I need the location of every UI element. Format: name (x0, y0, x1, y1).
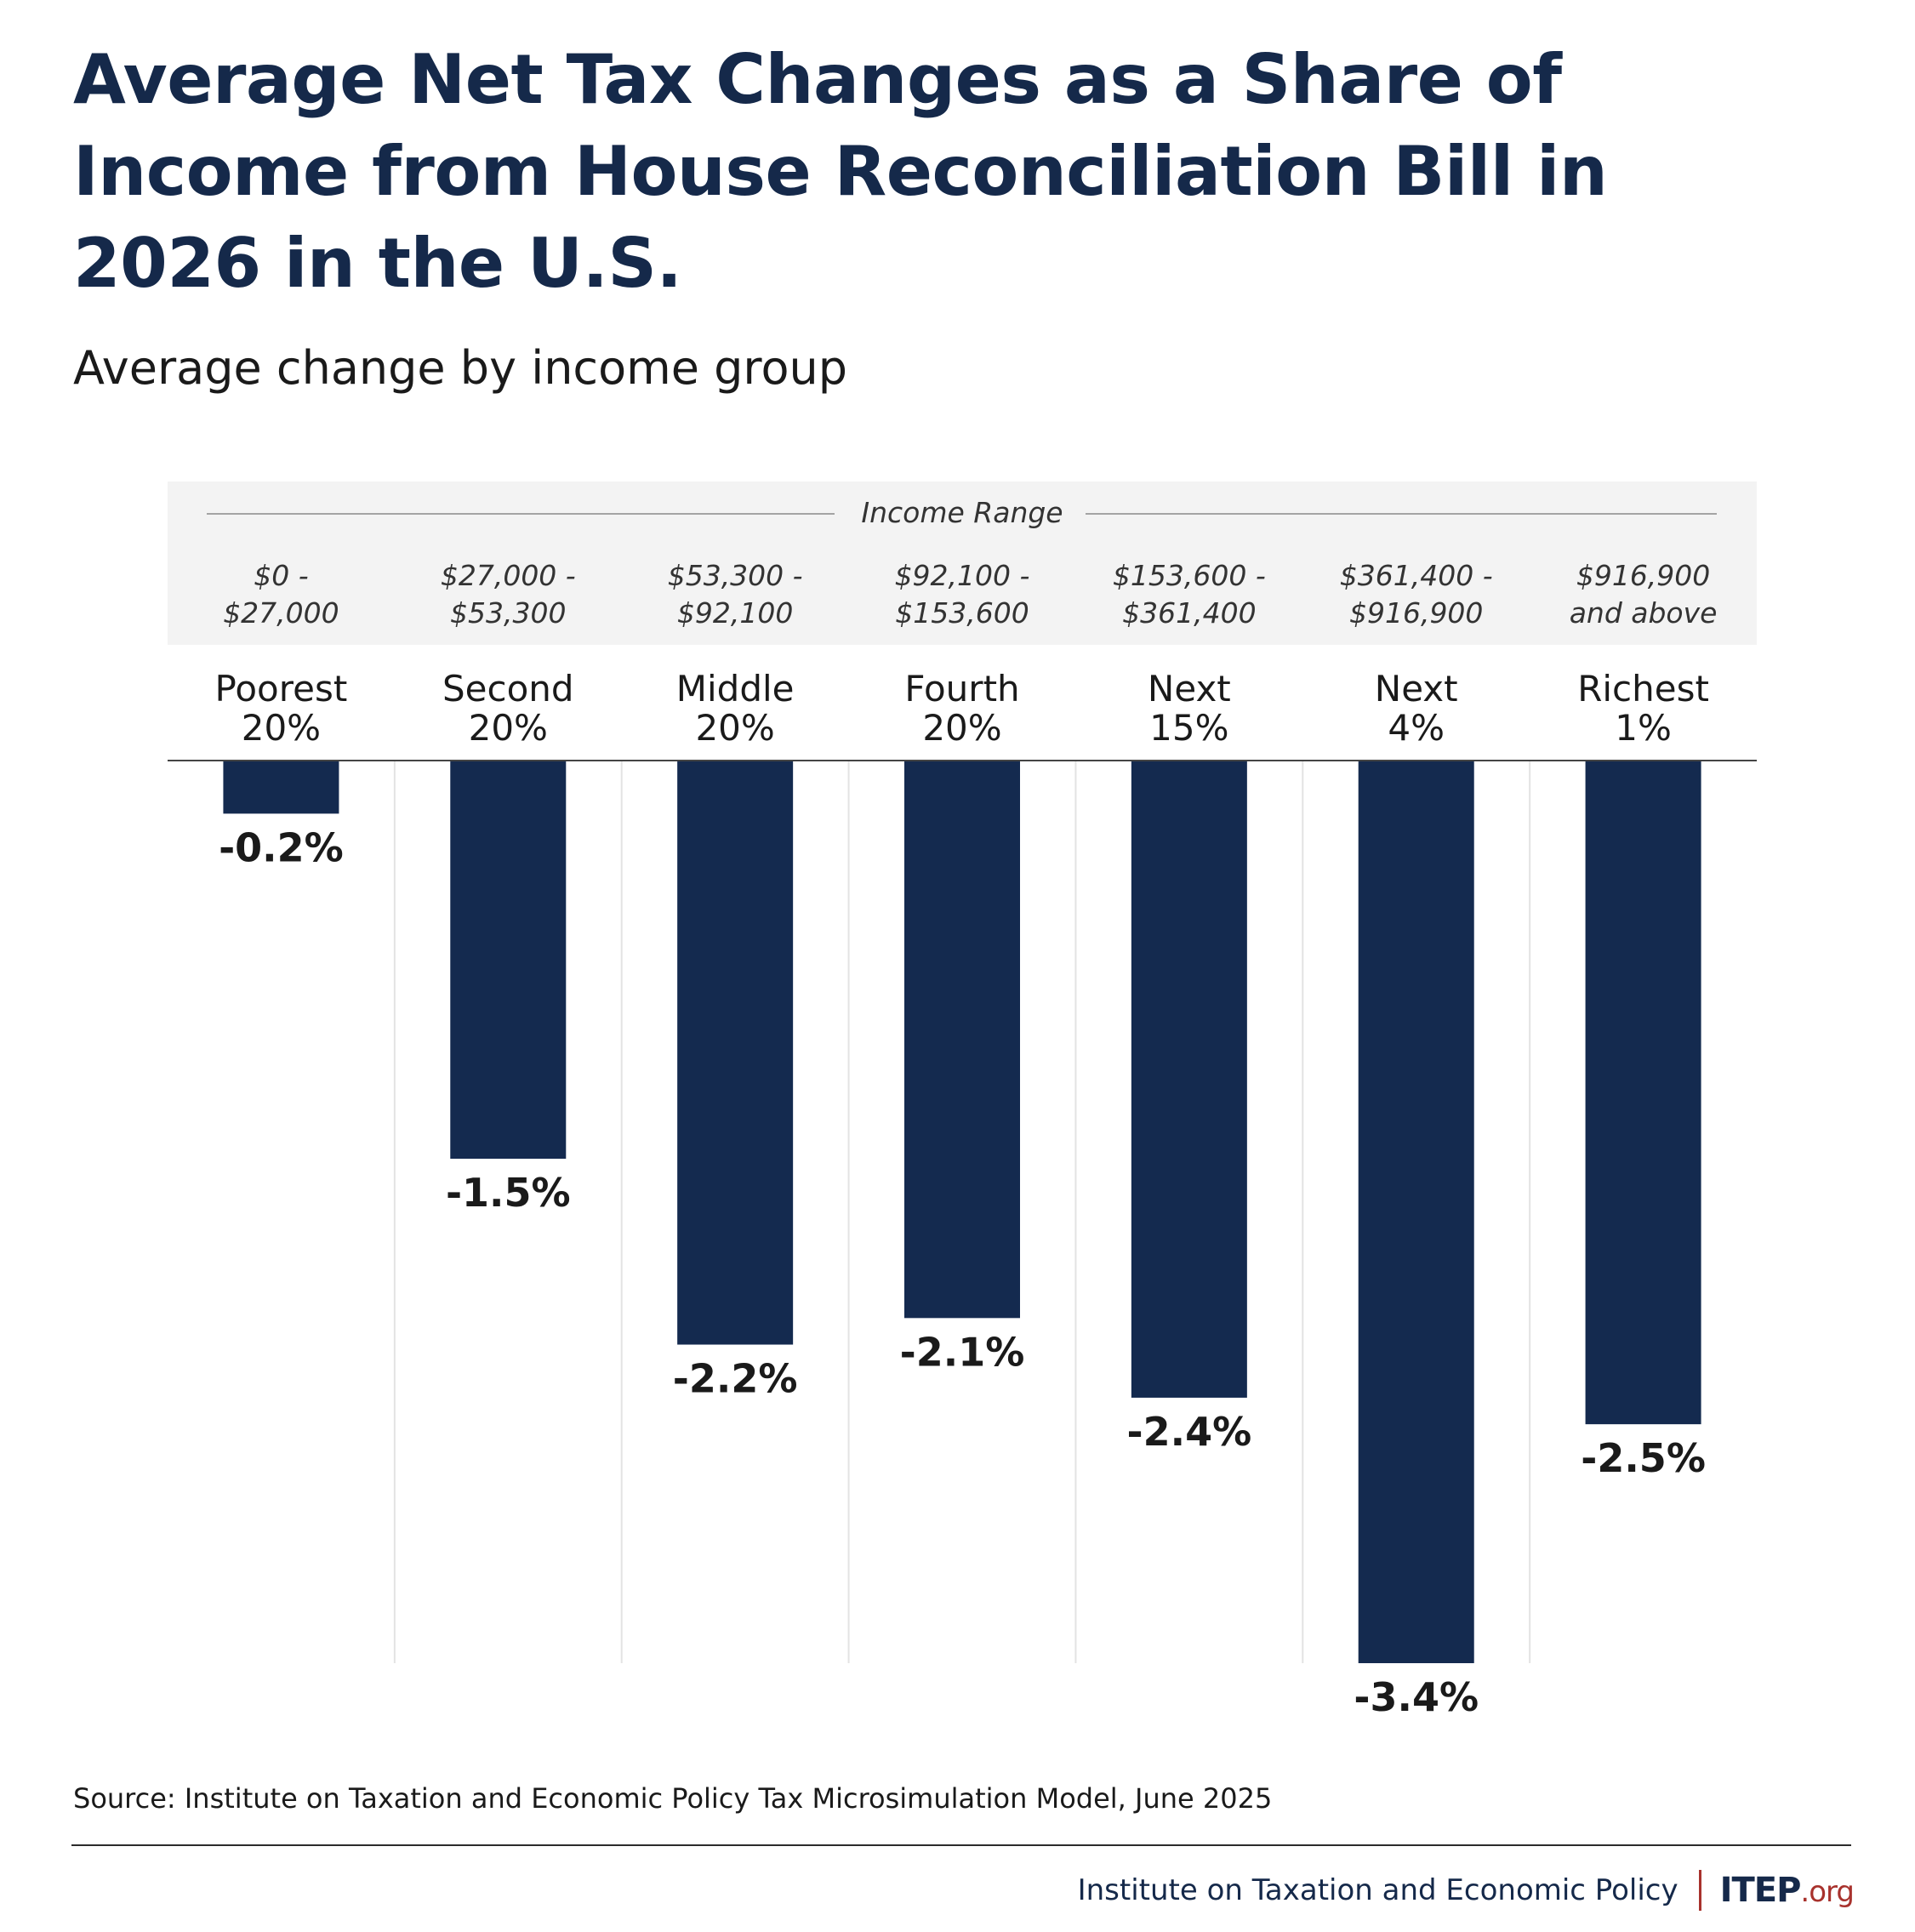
bar-chart: Income Range$0 -$27,000Poorest20%-0.2%$2… (168, 482, 1757, 1720)
category-label: 15% (1149, 707, 1228, 749)
bar (1585, 761, 1701, 1425)
income-range-label: $27,000 - (441, 559, 576, 592)
bar-value-label: -1.5% (446, 1170, 571, 1216)
bar-value-label: -2.5% (1581, 1435, 1706, 1481)
chart-subtitle: Average change by income group (73, 341, 847, 395)
footer-org-name: Institute on Taxation and Economic Polic… (1077, 1873, 1678, 1907)
category-label: 1% (1615, 707, 1672, 749)
bar-value-label: -0.2% (219, 824, 344, 870)
income-range-label: $53,300 - (668, 559, 803, 592)
income-range-label: $916,900 (1349, 596, 1483, 630)
income-range-label: $153,600 (895, 596, 1029, 630)
bar-value-label: -2.2% (673, 1356, 798, 1402)
category-label: 20% (242, 707, 321, 749)
income-range-band (168, 482, 1757, 645)
category-label: Next (1375, 668, 1458, 710)
logo-tld-text: .org (1800, 1875, 1855, 1909)
income-range-heading: Income Range (861, 496, 1063, 529)
bar-value-label: -2.1% (900, 1329, 1025, 1375)
income-range-label: and above (1570, 596, 1718, 630)
income-range-label: $361,400 (1122, 596, 1256, 630)
category-label: Poorest (215, 668, 348, 710)
category-label: Fourth (904, 668, 1019, 710)
category-label: Middle (676, 668, 795, 710)
category-label: Richest (1577, 668, 1709, 710)
income-range-label: $361,400 - (1340, 559, 1493, 592)
income-range-label: $92,100 (677, 596, 793, 630)
chart-title: Average Net Tax Changes as a Share of In… (73, 40, 1608, 303)
category-label: 20% (469, 707, 548, 749)
income-range-label: $153,600 - (1113, 559, 1266, 592)
income-range-label: $27,000 (223, 596, 339, 630)
footer: Institute on Taxation and Economic Polic… (1077, 1865, 1855, 1916)
category-label: Next (1148, 668, 1231, 710)
logo-main-text: ITEP (1719, 1871, 1802, 1910)
footer-divider (71, 1844, 1851, 1846)
bar (1358, 761, 1474, 1663)
bar (1131, 761, 1247, 1398)
income-range-label: $53,300 (450, 596, 566, 630)
source-note: Source: Institute on Taxation and Econom… (73, 1782, 1273, 1815)
bar (450, 761, 567, 1160)
income-range-label: $0 - (254, 559, 308, 592)
category-label: 20% (695, 707, 774, 749)
income-range-label: $916,900 (1576, 559, 1710, 592)
itep-logo[interactable]: ITEP .org (1719, 1871, 1855, 1910)
bar (223, 761, 339, 814)
bar (904, 761, 1020, 1319)
footer-separator (1698, 1870, 1701, 1911)
category-label: Second (442, 668, 574, 710)
income-range-label: $92,100 - (895, 559, 1030, 592)
bar-value-label: -3.4% (1354, 1674, 1479, 1720)
bar (677, 761, 794, 1345)
category-label: 4% (1388, 707, 1445, 749)
bar-value-label: -2.4% (1127, 1409, 1252, 1455)
category-label: 20% (922, 707, 1001, 749)
